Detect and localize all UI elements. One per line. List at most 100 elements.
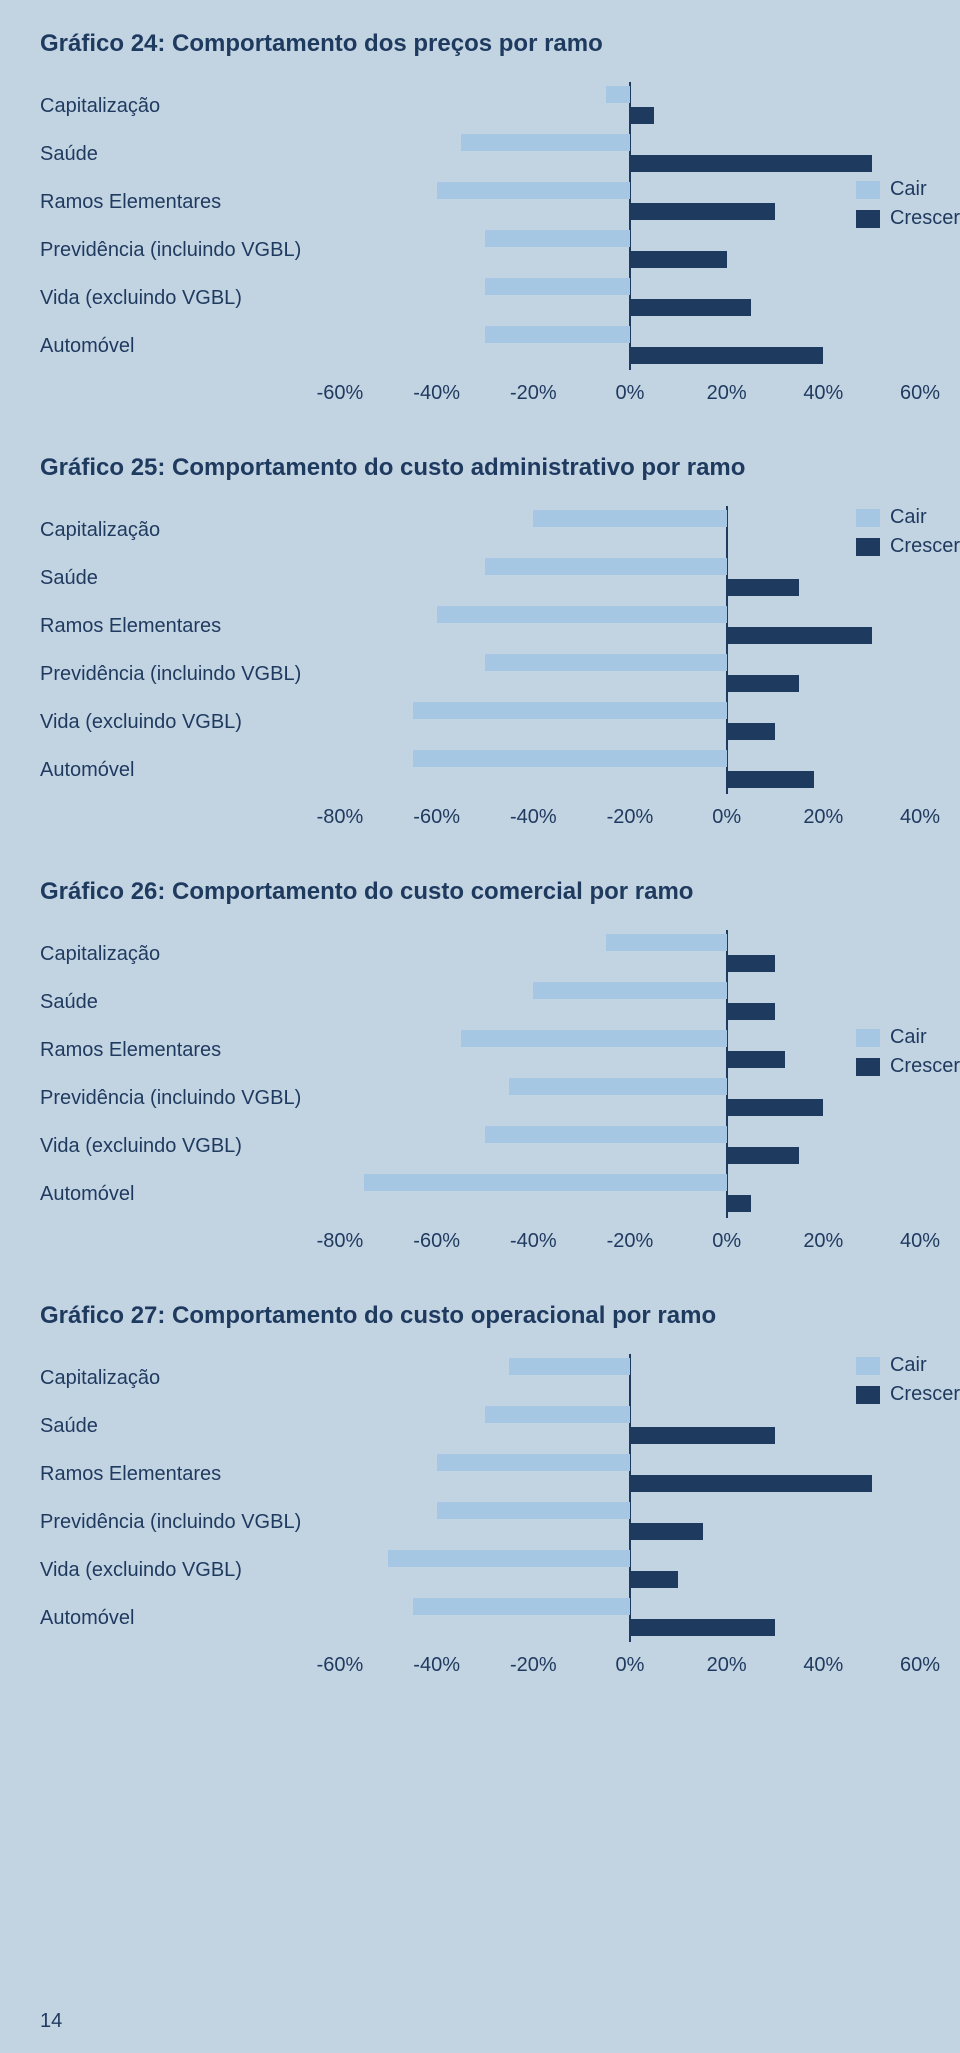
tick-label: 20% <box>707 382 747 405</box>
category-label: Capitalização <box>40 1367 340 1390</box>
bar-cair <box>437 1502 630 1519</box>
plot-area <box>340 602 920 650</box>
axis-row: -80%-60%-40%-20%0%20%40% <box>40 794 920 830</box>
bar-crescer <box>727 1147 800 1164</box>
bar-cair <box>509 1358 630 1375</box>
tick-label: 20% <box>707 1654 747 1677</box>
chart-row: Capitalização <box>40 82 920 130</box>
chart-row: Automóvel <box>40 1594 920 1642</box>
bar-cair <box>364 1174 727 1191</box>
chart-row: Saúde <box>40 130 920 178</box>
legend-swatch <box>856 181 880 199</box>
bar-crescer <box>630 251 727 268</box>
chart-title: Gráfico 26: Comportamento do custo comer… <box>40 878 920 906</box>
bar-crescer <box>727 771 814 788</box>
tick-label: 40% <box>803 382 843 405</box>
legend: CairCrescer <box>856 1354 960 1406</box>
chart-row: Saúde <box>40 1402 920 1450</box>
plot-area <box>340 650 920 698</box>
category-label: Automóvel <box>40 759 340 782</box>
chart-c26: Gráfico 26: Comportamento do custo comer… <box>40 878 920 1254</box>
axis-spacer <box>40 370 340 406</box>
category-label: Automóvel <box>40 335 340 358</box>
bar-cair <box>437 1454 630 1471</box>
axis-row: -80%-60%-40%-20%0%20%40% <box>40 1218 920 1254</box>
legend-label: Cair <box>890 178 927 201</box>
bar-crescer <box>727 579 800 596</box>
bar-crescer <box>727 723 775 740</box>
plot-area <box>340 1498 920 1546</box>
tick-label: -60% <box>413 806 460 829</box>
plot-area <box>340 1122 920 1170</box>
legend-label: Cair <box>890 1354 927 1377</box>
category-label: Previdência (incluindo VGBL) <box>40 239 340 262</box>
plot-area <box>340 322 920 370</box>
chart-c25: Gráfico 25: Comportamento do custo admin… <box>40 454 920 830</box>
axis-row: -60%-40%-20%0%20%40%60% <box>40 1642 920 1678</box>
chart-row: Previdência (incluindo VGBL) <box>40 226 920 274</box>
bar-crescer <box>630 1571 678 1588</box>
tick-label: 0% <box>712 1230 741 1253</box>
plot-area <box>340 82 920 130</box>
x-axis: -80%-60%-40%-20%0%20%40% <box>340 1218 920 1254</box>
chart-row: Ramos ElementaresCairCrescer <box>40 1026 920 1074</box>
tick-label: -40% <box>510 806 557 829</box>
tick-label: -40% <box>413 1654 460 1677</box>
bar-crescer <box>727 1051 785 1068</box>
legend-label: Cair <box>890 506 927 529</box>
plot-area: CairCrescer <box>340 1354 920 1402</box>
tick-label: -60% <box>317 1654 364 1677</box>
tick-label: -80% <box>317 1230 364 1253</box>
tick-label: -40% <box>510 1230 557 1253</box>
bar-cair <box>533 982 726 999</box>
category-label: Saúde <box>40 143 340 166</box>
category-label: Vida (excluindo VGBL) <box>40 1559 340 1582</box>
chart-title: Gráfico 25: Comportamento do custo admin… <box>40 454 920 482</box>
x-axis: -60%-40%-20%0%20%40%60% <box>340 370 920 406</box>
plot-area <box>340 1450 920 1498</box>
category-label: Automóvel <box>40 1183 340 1206</box>
legend-swatch <box>856 1386 880 1404</box>
chart-row: Capitalização <box>40 930 920 978</box>
tick-label: 40% <box>803 1654 843 1677</box>
bar-cair <box>388 1550 630 1567</box>
bar-crescer <box>727 1195 751 1212</box>
chart-row: Saúde <box>40 554 920 602</box>
bar-crescer <box>630 299 751 316</box>
category-label: Saúde <box>40 567 340 590</box>
tick-label: -40% <box>413 382 460 405</box>
tick-label: 0% <box>616 382 645 405</box>
bar-cair <box>606 86 630 103</box>
category-label: Ramos Elementares <box>40 1463 340 1486</box>
bar-cair <box>437 182 630 199</box>
bar-cair <box>413 1598 631 1615</box>
legend-swatch <box>856 1029 880 1047</box>
category-label: Saúde <box>40 991 340 1014</box>
tick-label: -20% <box>510 1654 557 1677</box>
bar-crescer <box>630 107 654 124</box>
bar-cair <box>485 654 727 671</box>
bar-cair <box>485 1126 727 1143</box>
axis-row: -60%-40%-20%0%20%40%60% <box>40 370 920 406</box>
bar-crescer <box>727 627 872 644</box>
chart-row: Vida (excluindo VGBL) <box>40 274 920 322</box>
bar-cair <box>485 558 727 575</box>
bar-crescer <box>630 347 823 364</box>
bar-cair <box>533 510 726 527</box>
axis-spacer <box>40 1642 340 1678</box>
legend-swatch <box>856 538 880 556</box>
legend-label: Cair <box>890 1026 927 1049</box>
plot-area <box>340 1546 920 1594</box>
legend-item-cair: Cair <box>856 506 960 529</box>
plot-area <box>340 930 920 978</box>
chart-row: CapitalizaçãoCairCrescer <box>40 506 920 554</box>
chart-row: Automóvel <box>40 746 920 794</box>
bar-crescer <box>630 1427 775 1444</box>
page-number: 14 <box>40 2010 62 2033</box>
tick-label: 20% <box>803 1230 843 1253</box>
bar-crescer <box>727 675 800 692</box>
bar-cair <box>509 1078 727 1095</box>
category-label: Vida (excluindo VGBL) <box>40 1135 340 1158</box>
category-label: Capitalização <box>40 95 340 118</box>
category-label: Capitalização <box>40 519 340 542</box>
